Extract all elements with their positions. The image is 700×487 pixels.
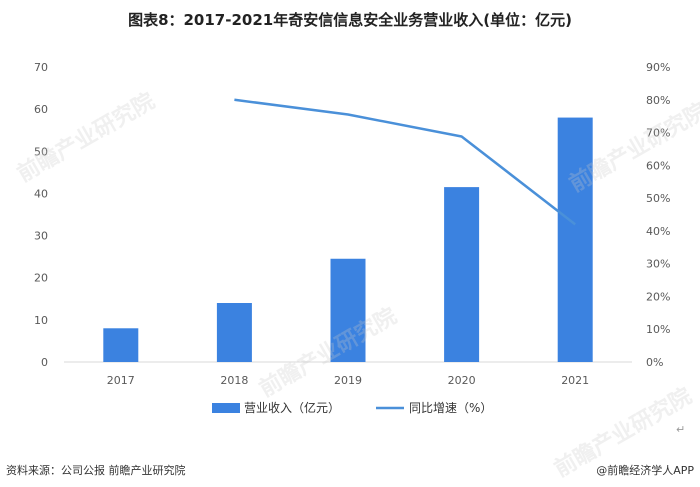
left-axis-tick: 0: [41, 356, 48, 369]
source-note: 资料来源：公司公报 前瞻产业研究院: [6, 464, 186, 477]
right-axis-tick: 40%: [646, 225, 670, 238]
legend: 营业收入（亿元） 同比增速（%）: [212, 400, 492, 415]
x-axis-ticks: 2017 2018 2019 2020 2021: [107, 374, 589, 387]
legend-bar-label: 营业收入（亿元）: [244, 400, 340, 415]
right-axis-tick: 0%: [646, 356, 663, 369]
right-axis-tick: 60%: [646, 159, 670, 172]
left-axis-tick: 20: [34, 272, 48, 285]
revenue-bar: [444, 187, 480, 362]
right-axis-ticks: 0% 10% 20% 30% 40% 50% 60% 70% 80% 90%: [646, 61, 670, 369]
x-axis-tick: 2020: [448, 374, 476, 387]
right-axis-tick: 70%: [646, 127, 670, 140]
right-axis-tick: 90%: [646, 61, 670, 74]
revenue-bar: [103, 328, 139, 362]
left-axis-tick: 40: [34, 187, 48, 200]
revenue-bar: [216, 303, 252, 362]
right-axis-tick: 10%: [646, 323, 670, 336]
x-axis-tick: 2018: [220, 374, 248, 387]
left-axis-tick: 10: [34, 314, 48, 327]
left-axis-ticks: 0 10 20 30 40 50 60 70: [34, 61, 48, 369]
right-axis-tick: 50%: [646, 192, 670, 205]
brand-note: @前瞻经济学人APP: [596, 464, 694, 477]
bars-group: [103, 117, 593, 362]
x-axis-tick: 2021: [561, 374, 589, 387]
left-axis-tick: 30: [34, 230, 48, 243]
right-axis-tick: 30%: [646, 258, 670, 271]
chart-title: 图表8：2017-2021年奇安信信息安全业务营业收入(单位：亿元): [128, 11, 572, 29]
revenue-bar: [557, 117, 593, 362]
growth-rate-line: [234, 98, 576, 226]
x-axis-tick: 2017: [107, 374, 135, 387]
revenue-bar: [330, 258, 366, 362]
legend-line-label: 同比增速（%）: [409, 401, 492, 415]
left-axis-tick: 70: [34, 61, 48, 74]
right-axis-tick: 20%: [646, 290, 670, 303]
left-axis-tick: 50: [34, 145, 48, 158]
right-axis-tick: 80%: [646, 94, 670, 107]
left-axis-tick: 60: [34, 103, 48, 116]
x-axis-tick: 2019: [334, 374, 362, 387]
return-mark: ↵: [676, 423, 686, 436]
legend-bar-swatch: [212, 403, 240, 413]
